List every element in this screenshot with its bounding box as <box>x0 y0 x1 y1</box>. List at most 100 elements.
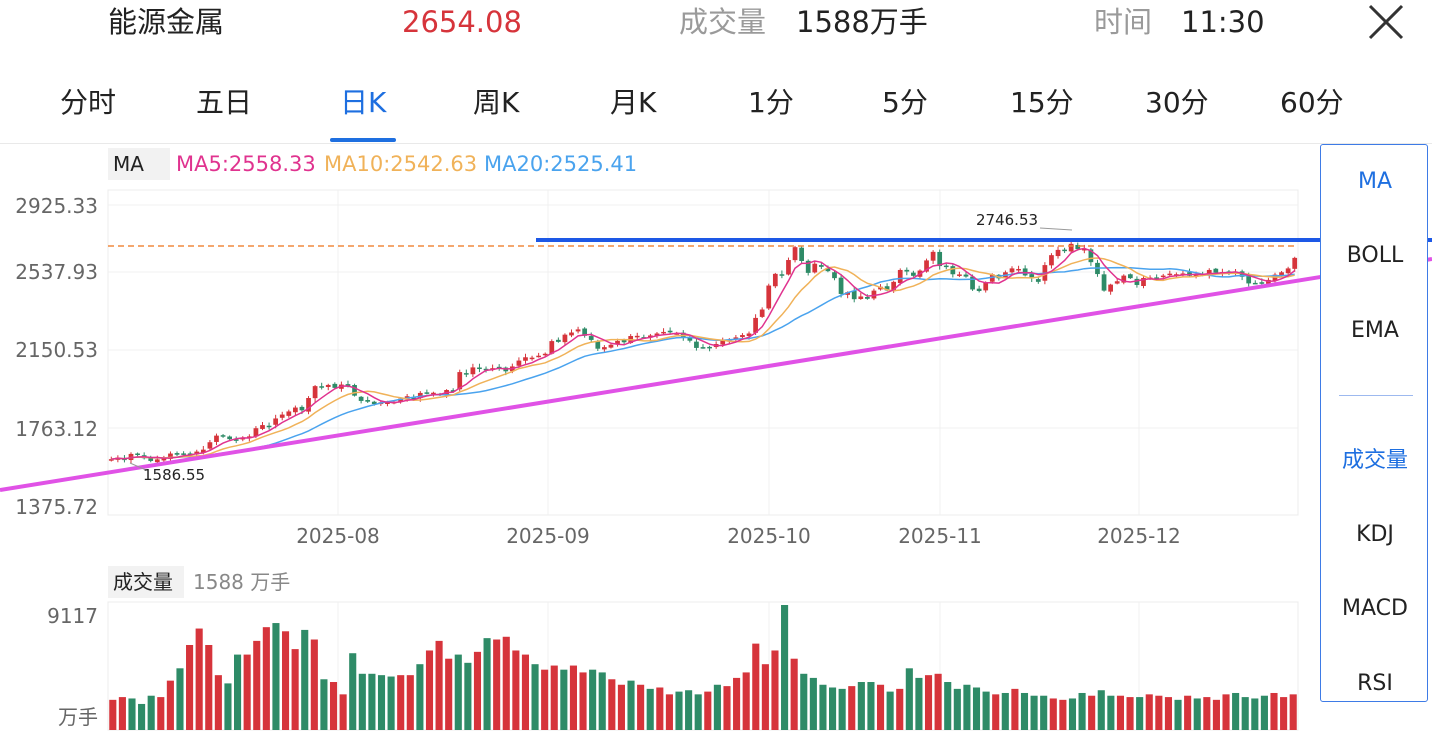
candle <box>970 276 975 290</box>
candle <box>1016 268 1021 271</box>
candle <box>733 337 739 340</box>
candle <box>1075 244 1081 250</box>
candle <box>588 336 594 340</box>
volume-bar <box>1049 698 1057 730</box>
candle <box>457 372 463 390</box>
volume-bar <box>924 675 933 730</box>
candle <box>549 341 555 354</box>
candle <box>779 274 785 276</box>
volume-bar <box>569 665 577 730</box>
tab-1min[interactable]: 1分 <box>748 86 794 119</box>
time-label: 时间 <box>1094 5 1153 39</box>
indicator-rsi[interactable]: RSI <box>1357 671 1393 696</box>
candle <box>812 263 818 273</box>
candle <box>983 282 989 291</box>
tab-fenshi[interactable]: 分时 <box>60 86 117 119</box>
volume-bar <box>521 654 530 730</box>
candle <box>483 368 489 371</box>
ma10-line <box>111 257 1295 460</box>
volume-bar <box>1232 692 1240 730</box>
tab-monthly-k[interactable]: 月K <box>610 86 657 119</box>
indicator-boll[interactable]: BOLL <box>1346 243 1404 268</box>
candle <box>1114 281 1120 284</box>
candle <box>1259 282 1265 284</box>
candle <box>273 418 279 425</box>
volume-max-label: 9117 <box>47 604 98 628</box>
volume-bar <box>502 636 510 730</box>
volume-bar <box>1059 699 1067 730</box>
candle <box>700 347 706 349</box>
candle <box>825 268 831 272</box>
candle <box>740 335 745 338</box>
close-button[interactable] <box>1366 4 1406 40</box>
time-value: 11:30 <box>1181 5 1265 39</box>
volume-bar <box>723 686 731 730</box>
volume-bar <box>1040 695 1048 730</box>
candle <box>299 406 305 411</box>
candle <box>608 344 614 348</box>
tab-daily-k[interactable]: 日K <box>340 86 387 119</box>
volume-bar <box>281 631 290 730</box>
candle <box>555 339 561 342</box>
volume-panel-frame <box>107 601 1299 731</box>
volume-bar <box>157 697 165 730</box>
indicator-macd[interactable]: MACD <box>1342 596 1408 621</box>
volume-bar <box>627 680 635 730</box>
y-tick-label: 2537.93 <box>15 260 98 284</box>
volume-legend-value: 1588 万手 <box>193 570 291 594</box>
candle <box>766 285 772 309</box>
volume-bar <box>454 654 462 730</box>
candle <box>371 401 377 405</box>
x-tick-label: 2025-11 <box>898 524 982 548</box>
candle <box>832 272 837 279</box>
candle <box>1134 278 1140 285</box>
candle <box>575 329 581 332</box>
candle <box>325 384 331 387</box>
volume-bar <box>876 684 885 730</box>
candle <box>648 335 653 338</box>
candle <box>891 281 897 292</box>
volume-bar <box>953 688 961 730</box>
x-tick-label: 2025-09 <box>506 524 590 548</box>
candle <box>1167 273 1173 276</box>
candle <box>569 332 574 336</box>
candle <box>424 392 430 394</box>
candle <box>306 398 311 412</box>
x-tick-label: 2025-10 <box>727 524 811 548</box>
tab-30min[interactable]: 30分 <box>1145 86 1209 119</box>
ma20-line <box>111 266 1295 460</box>
volume-bar <box>608 679 616 730</box>
indicator-kdj[interactable]: KDJ <box>1356 522 1394 547</box>
candle <box>904 269 910 272</box>
candle <box>871 290 877 299</box>
volume-bar <box>387 676 395 730</box>
tab-60min[interactable]: 60分 <box>1280 86 1344 119</box>
volume-bar <box>118 697 126 730</box>
volume-bar <box>1260 695 1268 730</box>
tab-5min[interactable]: 5分 <box>882 86 928 119</box>
tab-weekly-k[interactable]: 周K <box>473 86 520 119</box>
candle <box>753 317 758 333</box>
candle <box>279 414 285 418</box>
indicator-ma[interactable]: MA <box>1357 169 1393 194</box>
indicator-ema[interactable]: EMA <box>1351 318 1399 343</box>
candle <box>1101 274 1107 291</box>
volume-bar <box>1020 692 1029 730</box>
low-price-annotation: 1586.55 <box>143 466 205 484</box>
tab-wuri[interactable]: 五日 <box>196 86 253 119</box>
candle <box>562 334 568 343</box>
volume-bar <box>1001 692 1009 730</box>
volume-bar <box>262 627 270 730</box>
candle <box>1279 272 1284 276</box>
volume-bar <box>253 640 261 730</box>
volume-legend-label: 成交量 <box>113 570 173 594</box>
volume-bar <box>138 703 146 730</box>
current-price: 2654.08 <box>402 5 522 39</box>
tab-15min[interactable]: 15分 <box>1010 86 1074 119</box>
volume-bar <box>1270 692 1278 730</box>
candle <box>654 333 660 336</box>
ma10-value: MA10:2542.63 <box>324 152 478 176</box>
candle <box>963 274 969 277</box>
indicator-volume[interactable]: 成交量 <box>1341 448 1408 473</box>
